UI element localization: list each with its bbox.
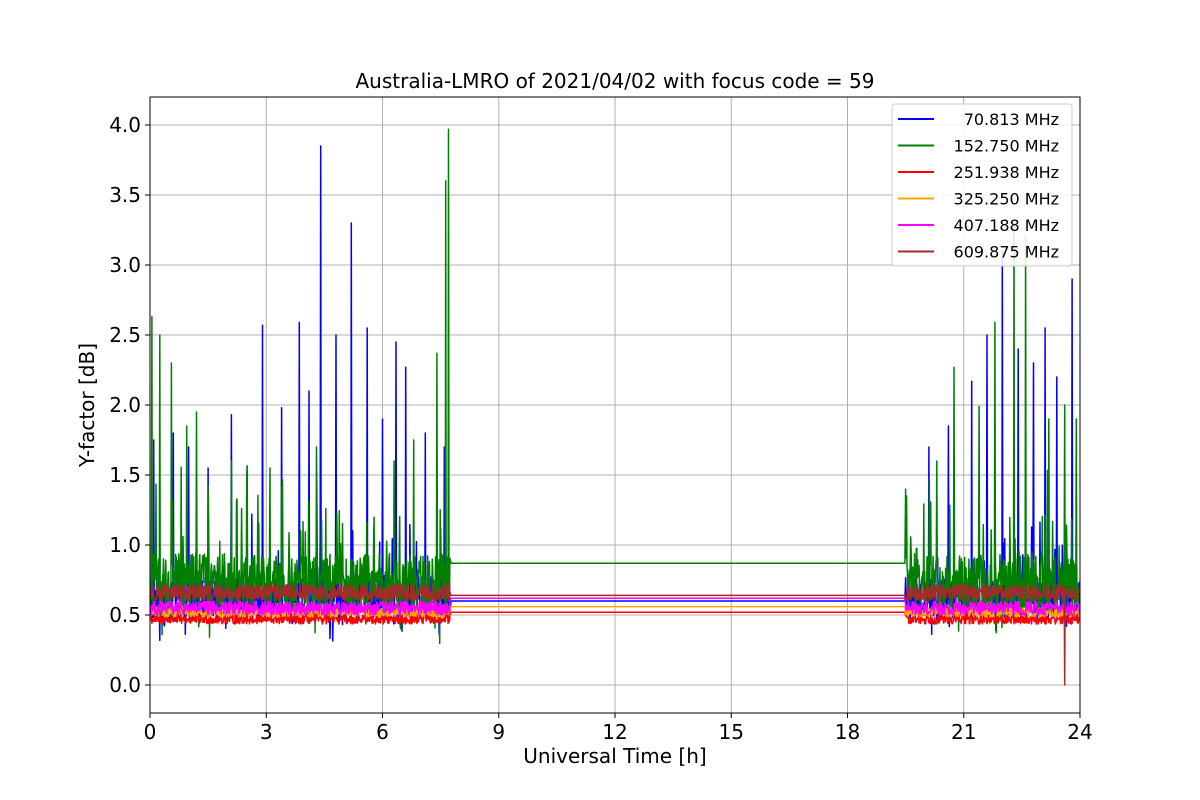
y-tick-label: 0.0 xyxy=(109,673,141,697)
x-tick-label: 3 xyxy=(260,720,273,744)
series-line-5 xyxy=(150,583,1080,686)
legend-label-0: 70.813 MHz xyxy=(964,110,1059,129)
x-tick-label: 18 xyxy=(835,720,860,744)
x-tick-label: 15 xyxy=(719,720,744,744)
legend-label-1: 152.750 MHz xyxy=(954,137,1059,156)
y-tick-label: 1.5 xyxy=(109,463,141,487)
legend-label-3: 325.250 MHz xyxy=(954,190,1059,209)
legend-label-4: 407.188 MHz xyxy=(954,216,1059,235)
y-tick-label: 1.0 xyxy=(109,533,141,557)
y-tick-label: 2.5 xyxy=(109,323,141,347)
series-line-2 xyxy=(150,611,1080,625)
x-axis-label: Universal Time [h] xyxy=(523,744,706,768)
x-tick-label: 12 xyxy=(602,720,627,744)
y-tick-label: 3.5 xyxy=(109,183,141,207)
x-tick-label: 9 xyxy=(492,720,505,744)
chart-title: Australia-LMRO of 2021/04/02 with focus … xyxy=(355,69,874,93)
x-tick-label: 24 xyxy=(1067,720,1092,744)
series-layer xyxy=(150,128,1080,686)
y-tick-label: 4.0 xyxy=(109,113,141,137)
y-tick-label: 3.0 xyxy=(109,253,141,277)
legend-frame xyxy=(891,103,1073,267)
legend-label-5: 609.875 MHz xyxy=(954,243,1059,262)
y-tick-label: 0.5 xyxy=(109,603,141,627)
x-tick-label: 6 xyxy=(376,720,389,744)
legend-label-2: 251.938 MHz xyxy=(954,163,1059,182)
x-tick-label: 21 xyxy=(951,720,976,744)
tick-layer: 0 3 6 9 12 15 18 21 24 0.0 0.5 1.0 1.5 2.0 2.5 3.0 3.5 4.… xyxy=(109,113,1093,744)
series-line-4 xyxy=(150,597,1080,616)
y-axis-label: Y-factor [dB] xyxy=(75,343,99,468)
x-tick-label: 0 xyxy=(144,720,157,744)
legend: 70.813 MHz 152.750 MHz 251.938 MHz 325.250 … xyxy=(891,103,1073,267)
y-tick-label: 2.0 xyxy=(109,393,141,417)
